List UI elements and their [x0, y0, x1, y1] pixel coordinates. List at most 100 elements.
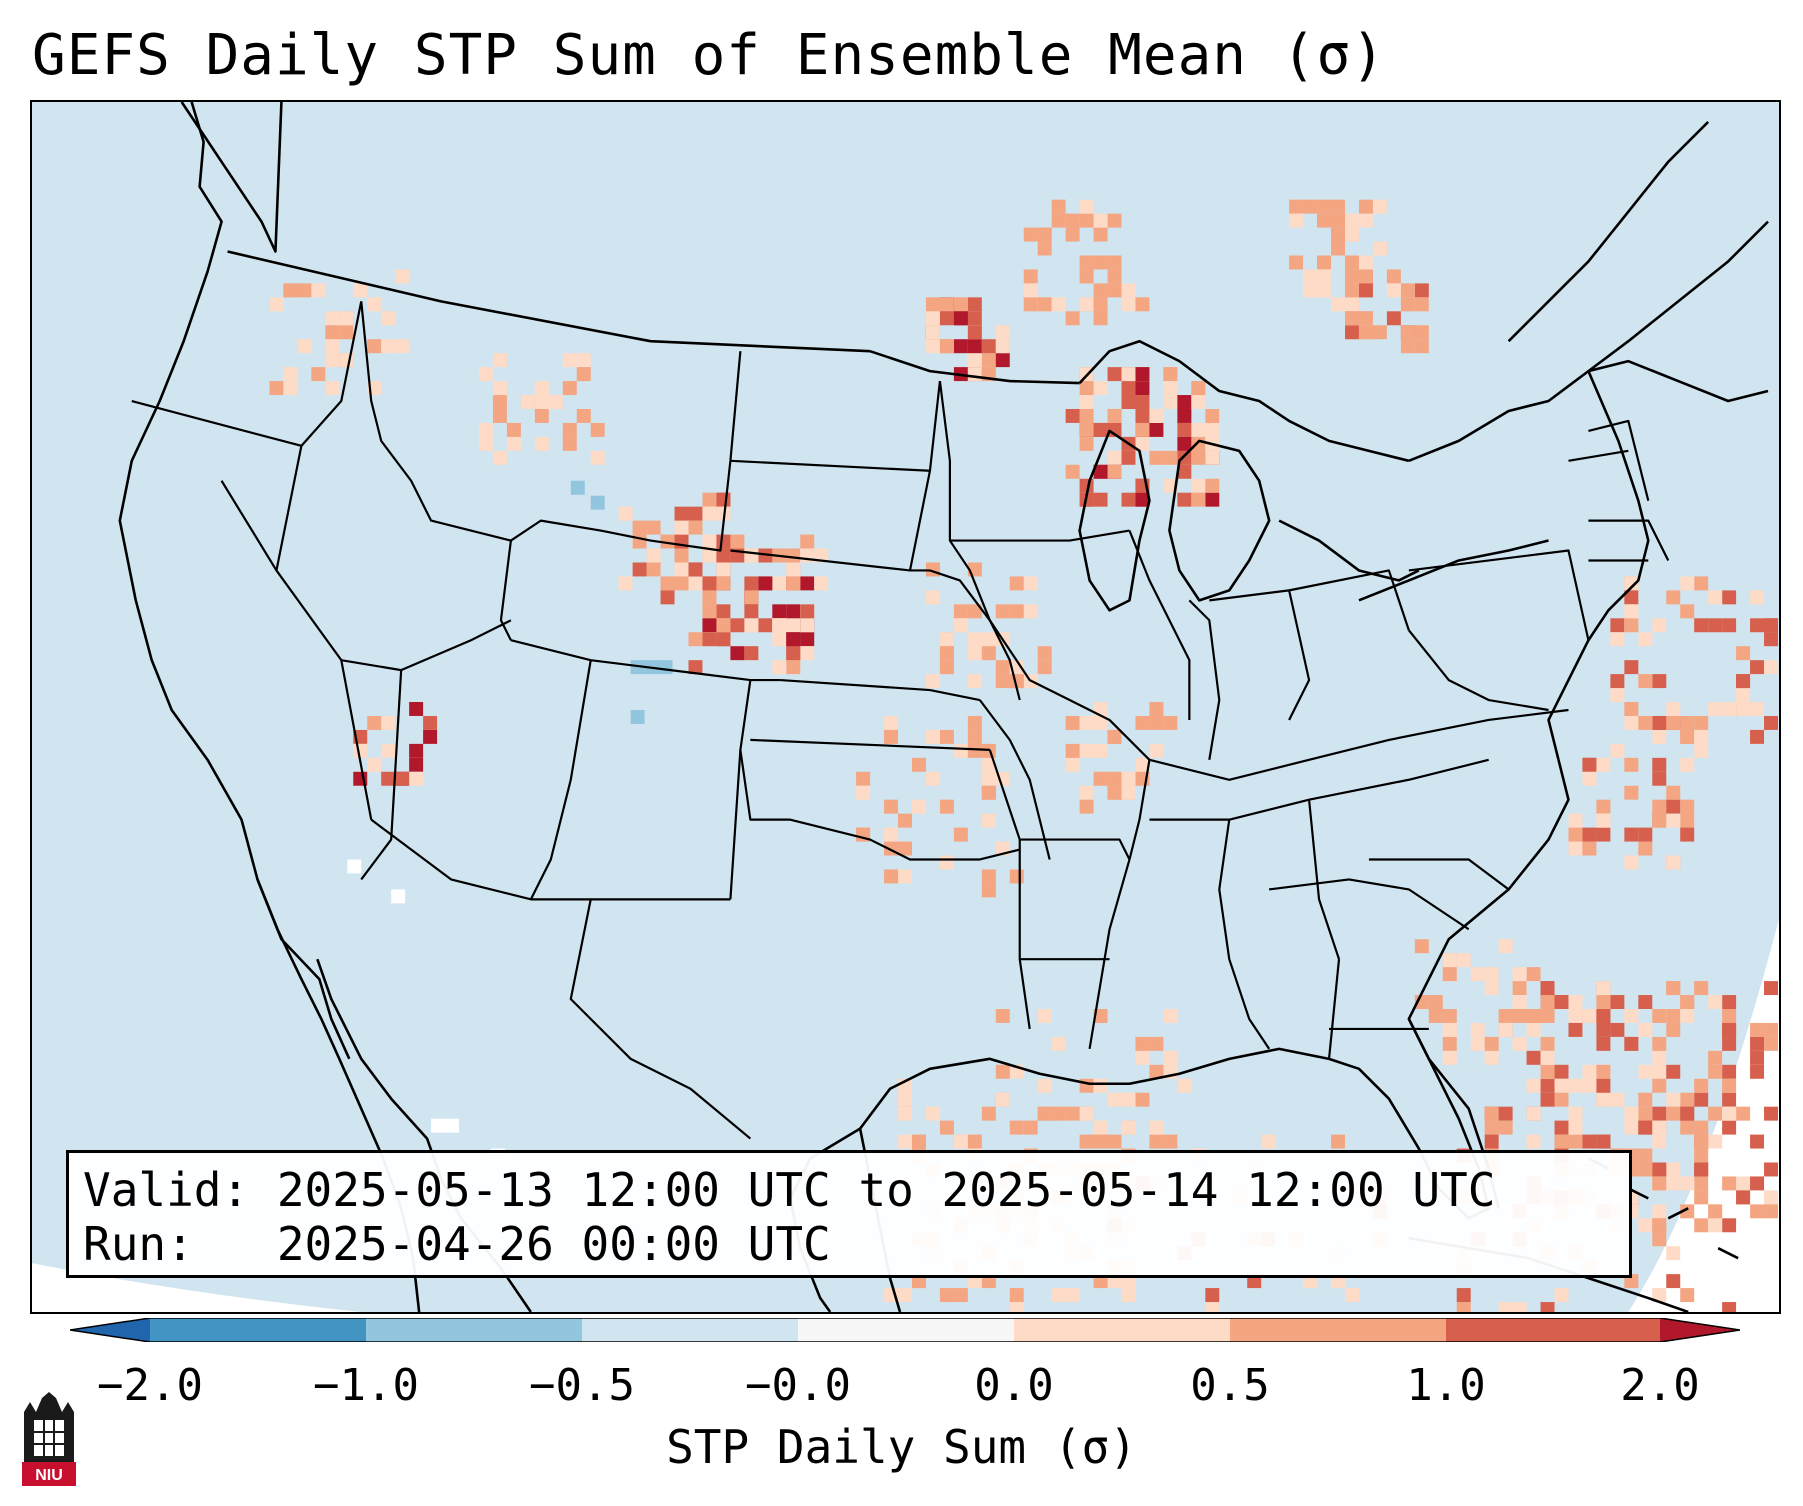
anomaly-cell: [646, 548, 661, 563]
colorbar-tick-label: 0.0: [974, 1360, 1054, 1411]
anomaly-cell: [1666, 1092, 1681, 1107]
anomaly-cell: [391, 889, 406, 904]
anomaly-cell: [1023, 269, 1038, 284]
anomaly-cell: [1624, 1120, 1639, 1135]
anomaly-cell: [1065, 227, 1080, 242]
anomaly-cell: [1638, 995, 1653, 1010]
anomaly-cell: [1680, 1120, 1695, 1135]
anomaly-cell: [562, 422, 577, 437]
anomaly-cell: [688, 576, 703, 591]
anomaly-cell: [1023, 297, 1038, 312]
anomaly-cell: [1163, 367, 1178, 382]
anomaly-cell: [1414, 297, 1429, 312]
anomaly-cell: [409, 743, 424, 758]
anomaly-cell: [478, 436, 493, 451]
anomaly-cell: [1135, 297, 1150, 312]
anomaly-cell: [1205, 478, 1220, 493]
anomaly-cell: [1163, 395, 1178, 409]
anomaly-cell: [1037, 646, 1052, 661]
anomaly-cell: [702, 632, 717, 647]
anomaly-cell: [646, 520, 661, 535]
anomaly-cell: [1568, 1120, 1583, 1135]
anomaly-cell: [702, 576, 717, 591]
anomaly-cell: [297, 339, 312, 354]
anomaly-cell: [1079, 213, 1094, 228]
anomaly-cell: [925, 297, 940, 312]
anomaly-cell: [1205, 408, 1220, 423]
anomaly-cell: [702, 506, 717, 521]
anomaly-cell: [911, 1134, 926, 1149]
anomaly-cell: [1121, 395, 1136, 409]
anomaly-cell: [1079, 436, 1094, 451]
anomaly-cell: [744, 548, 759, 563]
colorbar-segment: [1014, 1318, 1230, 1342]
anomaly-cell: [995, 325, 1010, 340]
anomaly-cell: [1652, 1064, 1667, 1079]
anomaly-cell: [1596, 799, 1611, 814]
anomaly-cell: [1317, 283, 1332, 298]
anomaly-cell: [1764, 715, 1779, 730]
anomaly-cell: [1624, 1009, 1639, 1023]
anomaly-cell: [1177, 450, 1192, 465]
anomaly-cell: [1484, 1106, 1499, 1121]
anomaly-cell: [1540, 1050, 1555, 1065]
anomaly-cell: [1638, 1120, 1653, 1135]
anomaly-cell: [1470, 967, 1485, 982]
anomaly-cell: [1177, 464, 1192, 479]
anomaly-cell: [814, 548, 829, 563]
anomaly-cell: [814, 576, 829, 591]
anomaly-cell: [1135, 436, 1150, 451]
anomaly-cell: [1149, 408, 1164, 423]
anomaly-cell: [1009, 604, 1024, 619]
projection-edge-white: [32, 1263, 362, 1312]
anomaly-cell: [1079, 743, 1094, 758]
anomaly-cell: [1694, 743, 1709, 758]
anomaly-cell: [630, 709, 645, 724]
anomaly-cell: [1079, 799, 1094, 814]
anomaly-cell: [1512, 981, 1527, 996]
anomaly-cell: [1750, 729, 1765, 744]
anomaly-cell: [1121, 1288, 1136, 1303]
anomaly-cell: [1009, 576, 1024, 591]
anomaly-cell: [1512, 967, 1527, 982]
anomaly-cell: [939, 660, 954, 675]
anomaly-cell: [1428, 995, 1443, 1010]
anomaly-cell: [1736, 646, 1751, 661]
anomaly-cell: [325, 381, 340, 396]
anomaly-cell: [1736, 1190, 1751, 1205]
anomaly-cell: [1344, 227, 1359, 242]
anomaly-cell: [1596, 1134, 1611, 1149]
anomaly-cell: [1093, 297, 1108, 312]
anomaly-cell: [1093, 464, 1108, 479]
map-panel[interactable]: [30, 100, 1781, 1314]
anomaly-cell: [1764, 632, 1779, 647]
anomaly-cell: [1596, 757, 1611, 772]
anomaly-cell: [674, 506, 689, 521]
anomaly-cell: [381, 771, 396, 786]
anomaly-cell: [911, 799, 926, 814]
anomaly-cell: [1638, 1218, 1653, 1233]
anomaly-cell: [981, 883, 996, 898]
anomaly-cell: [1638, 1022, 1653, 1037]
anomaly-cell: [646, 562, 661, 577]
anomaly-cell: [1638, 841, 1653, 856]
anomaly-cell: [800, 604, 815, 619]
anomaly-cell: [1666, 785, 1681, 800]
anomaly-cell: [674, 520, 689, 535]
anomaly-cell: [1750, 1050, 1765, 1065]
anomaly-cell: [1065, 1106, 1080, 1121]
anomaly-cell: [967, 674, 982, 689]
anomaly-cell: [1568, 995, 1583, 1010]
anomaly-cell: [1037, 297, 1052, 312]
anomaly-cell: [1568, 1009, 1583, 1023]
anomaly-cell: [688, 520, 703, 535]
anomaly-cell: [1694, 1148, 1709, 1163]
anomaly-cell: [1694, 1120, 1709, 1135]
anomaly-cell: [1652, 1078, 1667, 1093]
anomaly-cell: [423, 729, 438, 744]
anomaly-cell: [898, 869, 912, 884]
anomaly-cell: [506, 436, 521, 451]
colorbar-extend-high: [1660, 1318, 1740, 1342]
anomaly-cell: [1163, 715, 1178, 730]
anomaly-cell: [967, 367, 982, 382]
